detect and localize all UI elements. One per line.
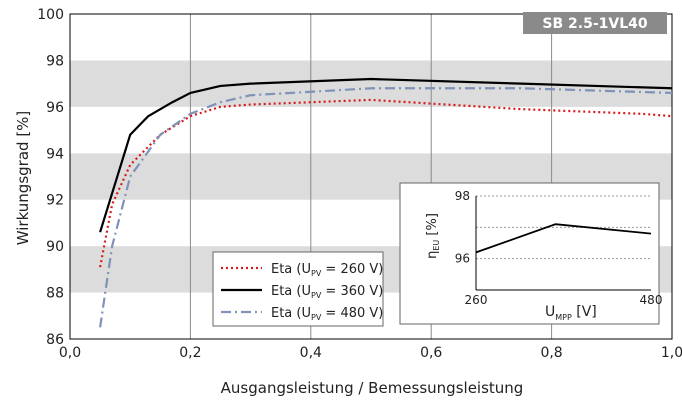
inset-y-label: ηEU [%] (425, 213, 441, 259)
legend-label-1: Eta (UPV = 260 V) (271, 262, 383, 278)
y-tick-label: 86 (46, 332, 64, 348)
x-tick-label: 1,0 (661, 345, 682, 361)
inset-y-tick-label: 96 (455, 252, 470, 266)
x-tick-label: 0,8 (540, 345, 562, 361)
series-line-1 (99, 98, 673, 268)
badge-text: SB 2.5-1VL40 (542, 16, 647, 32)
y-tick-label: 90 (46, 239, 64, 255)
inset-tick-labels: 260 480 96 98 (455, 189, 663, 307)
grid-band (70, 60, 672, 107)
series-line-2 (99, 77, 673, 233)
inset-y-tick-label: 98 (455, 189, 470, 203)
y-tick-label: 96 (46, 100, 64, 116)
legend-label-3: Eta (UPV = 480 V) (271, 306, 383, 322)
y-tick-label: 98 (46, 53, 64, 69)
y-tick-label: 94 (46, 146, 64, 162)
y-axis-label: Wirkungsgrad [%] (14, 111, 32, 246)
y-tick-label: 92 (46, 193, 64, 209)
x-tick-label: 0,2 (179, 345, 201, 361)
inset-x-label: UMPP [V] (545, 304, 597, 322)
inset-gridlines (476, 195, 651, 260)
x-tick-label: 0,0 (59, 345, 81, 361)
grid-band (70, 106, 672, 154)
y-tick-labels: 86 88 90 92 94 96 98 100 (37, 7, 64, 348)
x-tick-label: 0,4 (300, 345, 322, 361)
legend: Eta (UPV = 260 V) Eta (UPV = 360 V) Eta (U… (212, 251, 384, 327)
legend-label-2: Eta (UPV = 360 V) (271, 284, 383, 300)
inset-series-line (475, 223, 652, 254)
series-line-3 (99, 87, 673, 328)
series-layer (99, 77, 673, 328)
y-tick-label: 88 (46, 286, 64, 302)
title-badge: SB 2.5-1VL40 (523, 12, 667, 34)
plot-frame (69, 13, 673, 340)
inset-series-layer (475, 223, 652, 254)
x-tick-labels: 0,0 0,2 0,4 0,6 0,8 1,0 (59, 345, 682, 361)
y-tick-label: 100 (37, 7, 64, 23)
inset-x-tick-label: 260 (465, 293, 488, 307)
inset: 260 480 96 98 UMPP [V] ηEU [%] (399, 182, 663, 325)
inset-x-tick-label: 480 (640, 293, 663, 307)
x-tick-label: 0,6 (420, 345, 442, 361)
inset-box (399, 182, 660, 325)
x-axis-label: Ausgangsleistung / Bemessungsleistung (221, 379, 524, 397)
